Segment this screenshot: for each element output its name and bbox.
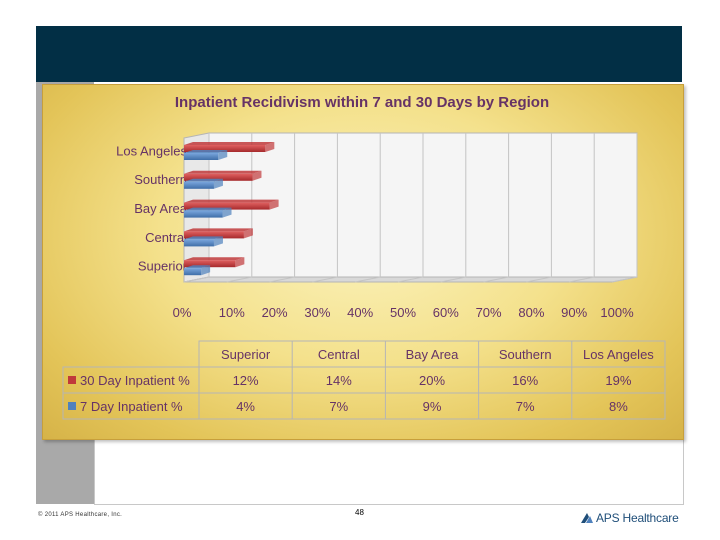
gridline-floor: [226, 276, 252, 283]
x-tick-label: 0%: [173, 305, 192, 320]
bar-top: [184, 199, 279, 203]
bar-end: [252, 170, 262, 181]
gridline-floor: [183, 276, 210, 283]
bar-top: [184, 265, 211, 269]
category-label: Bay Area: [134, 201, 188, 216]
table-value-cell: 12%: [233, 373, 259, 388]
bar-chart: Inpatient Recidivism within 7 and 30 Day…: [62, 94, 666, 420]
table-value-cell: 7%: [516, 399, 535, 414]
x-tick-label: 80%: [518, 305, 544, 320]
category-label: Los Angeles: [116, 143, 187, 158]
table-header-cell: Southern: [499, 347, 552, 362]
chart-panel: Inpatient Recidivism within 7 and 30 Day…: [42, 84, 684, 440]
bar-7-day: [184, 268, 202, 276]
bar-top: [184, 170, 262, 174]
bar-top: [184, 142, 275, 145]
table-value-cell: 8%: [609, 399, 628, 414]
table-header-cell: Central: [318, 347, 360, 362]
bar-30-day: [184, 260, 236, 268]
bar-7-day: [184, 181, 214, 189]
gridline-floor: [440, 276, 466, 283]
legend-label: 7 Day Inpatient %: [80, 399, 183, 414]
gridline-floor: [483, 276, 509, 283]
table-value-cell: 19%: [605, 373, 631, 388]
table-header-cell: Los Angeles: [583, 347, 654, 362]
category-label: Central: [145, 230, 187, 245]
x-tick-label: 50%: [390, 305, 416, 320]
data-table: Superior Central Bay Area Southern Los Angel…: [62, 340, 666, 420]
gridline-floor: [569, 276, 595, 283]
table-value-cell: 7%: [329, 399, 348, 414]
chart-title: Inpatient Recidivism within 7 and 30 Day…: [175, 94, 549, 111]
gridline-floor: [269, 276, 295, 283]
bar-top: [184, 178, 223, 182]
bar-30-day: [184, 231, 244, 239]
x-tick-label: 40%: [347, 305, 373, 320]
table-value-cell: 9%: [423, 399, 442, 414]
x-tick-label: 100%: [600, 305, 634, 320]
bar-end: [213, 236, 223, 247]
bar-end: [222, 207, 232, 218]
slide-header-bar: [36, 26, 682, 82]
content-frame: [94, 436, 684, 505]
table-value-cell: 20%: [419, 373, 445, 388]
category-label: Southern: [134, 172, 187, 187]
bar-7-day: [184, 239, 214, 247]
gridline-floor: [397, 276, 424, 283]
logo-text: APS Healthcare: [596, 511, 679, 525]
x-tick-label: 10%: [219, 305, 245, 320]
page-number: 48: [355, 508, 364, 517]
bar-7-day: [184, 153, 219, 160]
bar-end: [218, 150, 228, 160]
x-tick-label: 20%: [262, 305, 288, 320]
category-label: Superior: [138, 259, 188, 274]
bar-end: [265, 142, 275, 152]
plot-area: 0% 10% 20% 30% 40% 50% 60% 70% 80% 90% 100% Superio…: [116, 132, 638, 320]
bar-top: [184, 228, 253, 232]
bar-7-day: [184, 210, 223, 218]
x-tick-label: 60%: [433, 305, 459, 320]
table-value-cell: 16%: [512, 373, 538, 388]
gridline-floor: [611, 276, 638, 283]
gridline-floor: [355, 276, 381, 283]
gridline-floor: [526, 276, 552, 283]
table-value-cell: 4%: [236, 399, 255, 414]
aps-logo-icon: [581, 513, 593, 523]
aps-logo: APS Healthcare: [580, 508, 679, 528]
legend-label: 30 Day Inpatient %: [80, 373, 190, 388]
bar-30-day: [184, 145, 266, 152]
bar-end: [213, 178, 223, 189]
bar-top: [184, 257, 245, 261]
bar-end: [269, 199, 279, 210]
bar-30-day: [184, 173, 253, 181]
x-tick-label: 30%: [304, 305, 330, 320]
table-header-cell: Superior: [221, 347, 271, 362]
table-header-cell: Bay Area: [406, 347, 460, 362]
bar-30-day: [184, 202, 270, 210]
x-tick-label: 90%: [561, 305, 587, 320]
bar-top: [184, 150, 228, 153]
legend-swatch-7-day: [68, 402, 76, 410]
gridline-floor: [312, 276, 338, 283]
bar-top: [184, 207, 232, 211]
bar-top: [184, 236, 223, 240]
bar-end: [201, 265, 211, 276]
bar-end: [243, 228, 253, 239]
bar-end: [235, 257, 245, 268]
table-value-cell: 14%: [326, 373, 352, 388]
legend-swatch-30-day: [68, 376, 76, 384]
footer-copyright: © 2011 APS Healthcare, Inc.: [38, 512, 123, 518]
x-tick-label: 70%: [476, 305, 502, 320]
